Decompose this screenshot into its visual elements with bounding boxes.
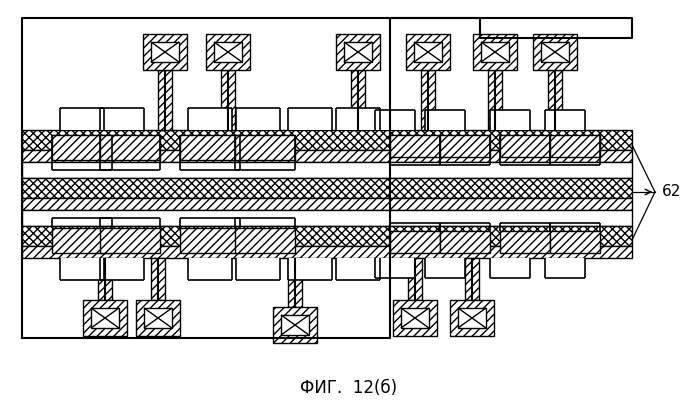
Bar	[236, 258, 280, 280]
Bar	[500, 231, 550, 253]
Bar	[545, 110, 585, 130]
Bar	[214, 42, 242, 62]
Bar	[488, 70, 502, 130]
Bar	[100, 258, 144, 280]
Bar	[406, 34, 450, 70]
Bar	[458, 308, 486, 328]
Bar	[336, 108, 380, 130]
Bar	[273, 307, 317, 343]
Bar	[351, 70, 365, 130]
Bar	[401, 308, 429, 328]
Bar	[22, 198, 632, 210]
Bar	[158, 70, 172, 130]
Bar	[83, 300, 127, 336]
Bar	[98, 258, 112, 300]
Bar	[440, 231, 490, 253]
Bar	[144, 308, 172, 328]
Bar	[450, 300, 494, 336]
Bar	[375, 110, 415, 130]
Bar	[344, 42, 372, 62]
Bar	[533, 34, 577, 70]
Bar	[22, 150, 632, 162]
Bar	[236, 108, 280, 130]
Bar	[288, 108, 332, 130]
Bar	[91, 308, 119, 328]
Bar	[22, 226, 632, 246]
Bar	[188, 108, 232, 130]
Bar	[136, 300, 180, 336]
Text: 62: 62	[662, 185, 682, 199]
Bar	[375, 258, 415, 278]
Bar	[390, 231, 440, 253]
Bar	[235, 135, 295, 160]
Bar	[22, 178, 632, 198]
Bar	[490, 258, 530, 278]
Bar	[440, 135, 490, 157]
Bar	[548, 70, 562, 130]
Bar	[425, 258, 465, 278]
Bar	[281, 315, 309, 335]
Bar	[60, 108, 104, 130]
Bar	[336, 258, 380, 280]
Bar	[22, 210, 632, 226]
Bar	[481, 42, 509, 62]
Bar	[22, 162, 632, 178]
Bar	[206, 34, 250, 70]
Bar	[180, 228, 240, 253]
Bar	[100, 108, 144, 130]
Bar	[235, 228, 295, 253]
Bar	[336, 34, 380, 70]
Bar	[22, 130, 632, 150]
Bar	[221, 70, 235, 130]
Bar	[490, 110, 530, 130]
Bar	[541, 42, 569, 62]
Bar	[188, 258, 232, 280]
Bar	[52, 135, 112, 160]
Bar	[100, 228, 160, 253]
Bar	[408, 258, 422, 300]
Bar	[180, 135, 240, 160]
Bar	[550, 231, 600, 253]
Bar	[288, 258, 302, 307]
Bar	[545, 258, 585, 278]
Bar	[52, 228, 112, 253]
Bar	[500, 135, 550, 157]
Bar	[550, 135, 600, 157]
Bar	[421, 70, 435, 130]
Bar	[143, 34, 187, 70]
Bar	[414, 42, 442, 62]
Bar	[393, 300, 437, 336]
Bar	[100, 135, 160, 160]
Bar	[151, 42, 179, 62]
Bar	[425, 110, 465, 130]
Bar	[288, 258, 332, 280]
Bar	[22, 246, 632, 258]
Bar	[465, 258, 479, 300]
Bar	[151, 258, 165, 300]
Text: ФИГ.  12(б): ФИГ. 12(б)	[301, 379, 398, 397]
Bar	[473, 34, 517, 70]
Bar	[390, 135, 440, 157]
Bar	[60, 258, 104, 280]
